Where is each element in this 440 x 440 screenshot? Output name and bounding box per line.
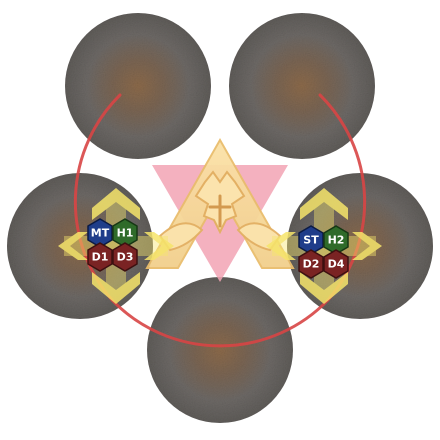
marker-h1-shape: [112, 218, 138, 248]
puddle-top-right: [229, 13, 375, 159]
marker-d2-shape: [298, 249, 324, 279]
marker-d2-label: D2: [303, 258, 320, 271]
puddle-middle-left: [7, 173, 153, 319]
marker-h2-label: H2: [328, 234, 345, 247]
marker-h1-label: H1: [117, 227, 134, 240]
puddle-bottom-center: [147, 277, 293, 423]
role-marker-mt: MT: [87, 218, 113, 248]
marker-d4-shape: [323, 249, 349, 279]
role-marker-d1: D1: [87, 242, 113, 272]
marker-st-label: ST: [303, 234, 319, 247]
chevron-up-icon: [92, 188, 140, 220]
role-marker-d2: D2: [298, 249, 324, 279]
chevron-down-icon: [300, 272, 348, 304]
chevron-right-icon: [352, 232, 382, 260]
marker-d3-label: D3: [117, 251, 134, 264]
glyph-cross: [208, 194, 232, 228]
marker-d1-label: D1: [92, 251, 109, 264]
marker-mt-shape: [87, 218, 113, 248]
chevron-right-icon: [144, 232, 174, 260]
puddle-top-left: [65, 13, 211, 159]
marker-d1-shape: [87, 242, 113, 272]
role-marker-h1: H1: [112, 218, 138, 248]
group-right: ST H2 D2 D4: [298, 225, 349, 279]
role-marker-d3: D3: [112, 242, 138, 272]
role-marker-d4: D4: [323, 249, 349, 279]
glyph-right-claw: [236, 222, 282, 252]
puddle-layer: [7, 13, 433, 423]
marker-mt-label: MT: [91, 227, 110, 240]
chevron-left-icon: [266, 232, 296, 260]
role-marker-st: ST: [298, 225, 324, 255]
ring-arc-bottom: [110, 298, 330, 348]
marker-d3-shape: [112, 242, 138, 272]
boss-glyph: [145, 137, 295, 269]
puddle-middle-right: [287, 173, 433, 319]
marker-d4-label: D4: [328, 258, 345, 271]
group-left: MT H1 D1 D3: [87, 218, 138, 272]
chevron-left-icon: [58, 232, 88, 260]
marker-st-shape: [298, 225, 324, 255]
glyph-left-claw: [158, 222, 204, 252]
marker-h2-shape: [323, 225, 349, 255]
chevron-up-icon: [300, 188, 348, 220]
chevron-down-icon: [92, 272, 140, 304]
role-marker-h2: H2: [323, 225, 349, 255]
